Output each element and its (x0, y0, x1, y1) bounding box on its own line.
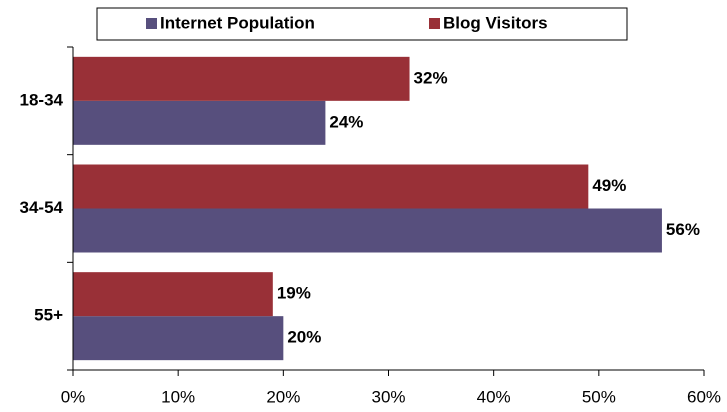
value-label: 32% (414, 68, 448, 87)
y-tick-label: 18-34 (20, 90, 64, 109)
value-label: 56% (666, 220, 700, 239)
legend-label: Blog Visitors (443, 13, 548, 32)
bar (73, 56, 410, 101)
value-label: 49% (592, 176, 626, 195)
value-label: 19% (277, 284, 311, 303)
x-tick-label: 0% (61, 387, 86, 406)
bar (73, 272, 273, 317)
bar (73, 208, 662, 253)
x-tick-label: 40% (477, 387, 511, 406)
bar (73, 100, 326, 145)
x-tick-label: 30% (371, 387, 405, 406)
x-tick-label: 20% (266, 387, 300, 406)
bar (73, 164, 589, 209)
x-tick-label: 60% (687, 387, 721, 406)
legend-swatch (429, 18, 440, 29)
y-tick-label: 55+ (34, 306, 63, 325)
bar (73, 316, 284, 361)
legend-box (96, 7, 628, 41)
y-tick-label: 34-54 (20, 198, 64, 217)
value-label: 20% (287, 328, 321, 347)
legend-swatch (146, 18, 157, 29)
legend-label: Internet Population (160, 13, 315, 32)
x-tick-label: 50% (582, 387, 616, 406)
value-label: 24% (329, 112, 363, 131)
x-tick-label: 10% (161, 387, 195, 406)
